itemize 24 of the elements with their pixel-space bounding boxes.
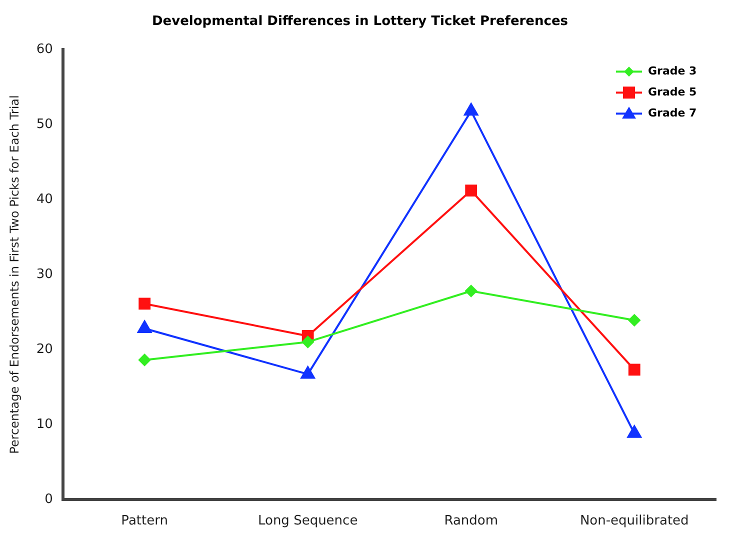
point <box>464 103 478 116</box>
point <box>138 298 151 310</box>
legend-label: Grade 7 <box>648 106 697 120</box>
y-tick-label: 40 <box>36 192 53 207</box>
y-tick-label: 50 <box>36 116 53 132</box>
legend-label: Grade 3 <box>648 64 697 78</box>
y-tick-label: 30 <box>36 266 53 282</box>
y-tick-label: 0 <box>44 492 53 507</box>
x-tick-label: Random <box>444 514 498 529</box>
point <box>465 184 478 196</box>
x-tick-label: Non-equilibrated <box>580 514 689 529</box>
y-tick-label: 60 <box>36 42 53 57</box>
point <box>138 354 151 366</box>
chart-title: Developmental Differences in Lottery Ticket Preferences <box>152 14 568 30</box>
point <box>628 364 640 376</box>
y-tick-label: 20 <box>36 342 53 357</box>
point <box>465 284 478 297</box>
x-tick-label: Long Sequence <box>258 514 358 529</box>
y-tick-label: 10 <box>36 416 53 432</box>
legend-label: Grade 5 <box>648 85 697 98</box>
y-axis-title: Percentage of Endorsements in First Two Picks for Each Trial <box>7 95 22 454</box>
x-tick-label: Pattern <box>121 514 168 529</box>
point <box>302 336 314 348</box>
point <box>628 314 640 326</box>
